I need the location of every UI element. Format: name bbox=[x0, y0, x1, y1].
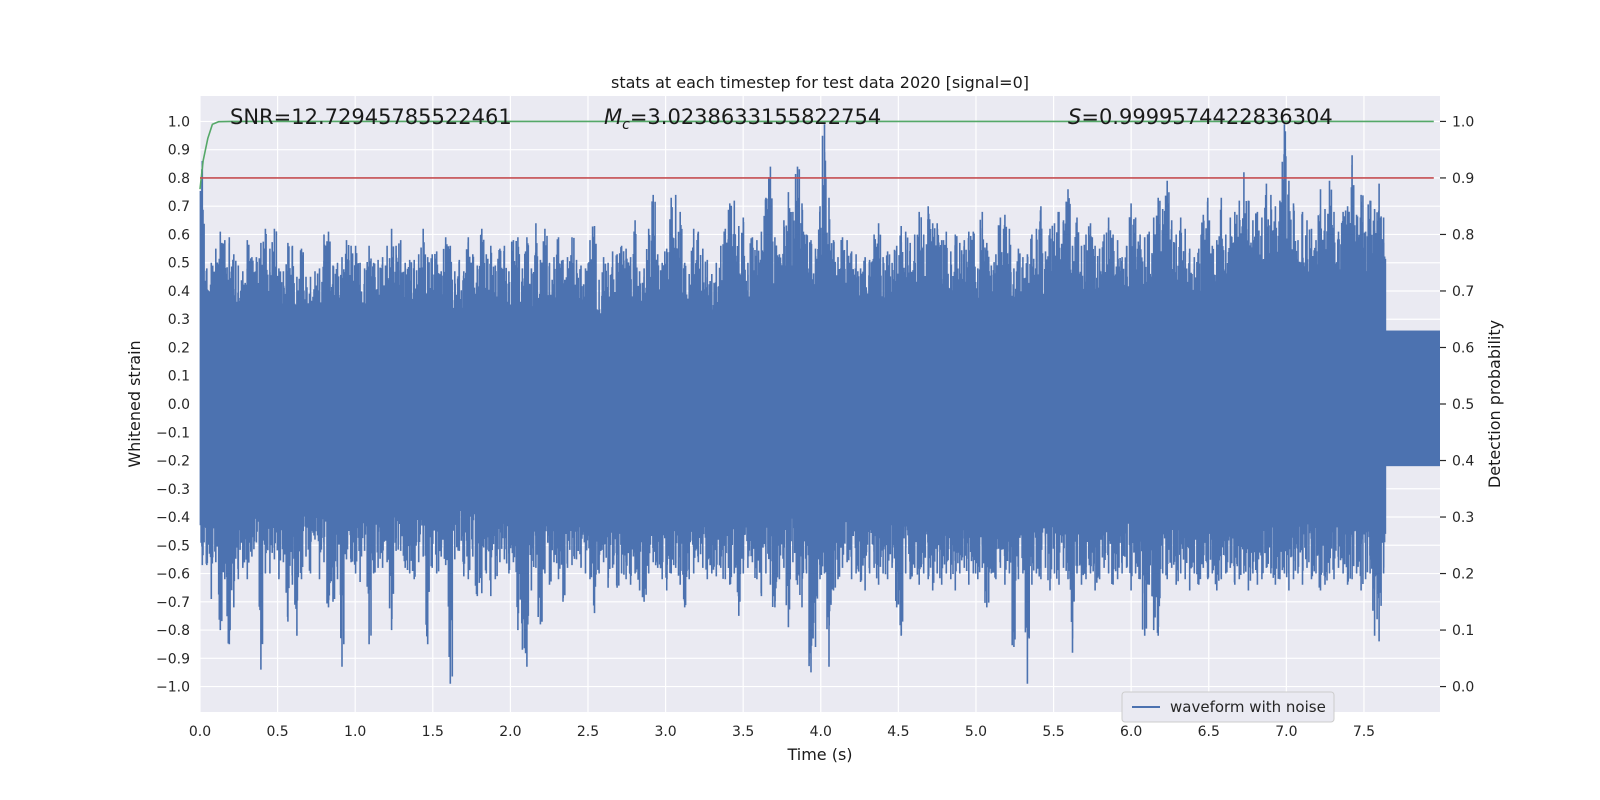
y-tick-label: −0.8 bbox=[156, 623, 190, 639]
y-right-tick-label: 0.9 bbox=[1452, 171, 1474, 187]
y-right-tick-label: 0.7 bbox=[1452, 284, 1474, 300]
x-tick-label: 5.5 bbox=[1042, 724, 1064, 740]
mc-symbol: M bbox=[604, 105, 622, 129]
mc-subscript: c bbox=[622, 117, 630, 133]
y-tick-label: 0.8 bbox=[168, 171, 190, 187]
x-tick-label: 5.0 bbox=[965, 724, 987, 740]
y-right-tick-label: 0.2 bbox=[1452, 567, 1474, 583]
x-tick-label: 1.5 bbox=[422, 724, 444, 740]
detection-probability-line bbox=[199, 120, 1434, 190]
x-tick-label: 1.0 bbox=[344, 724, 366, 740]
x-tick-label: 0.0 bbox=[189, 724, 211, 740]
x-tick-label: 2.0 bbox=[499, 724, 521, 740]
y-tick-label: −0.1 bbox=[156, 425, 190, 441]
s-annotation: S=0.9999574422836304 bbox=[1068, 105, 1333, 129]
y-tick-label: −0.4 bbox=[156, 510, 190, 526]
y-tick-label: 0.1 bbox=[168, 369, 190, 385]
x-tick-label: 4.5 bbox=[887, 724, 909, 740]
x-tick-label: 2.5 bbox=[577, 724, 599, 740]
y-tick-label: 0.2 bbox=[168, 340, 190, 356]
y-tick-label: 0.0 bbox=[168, 397, 190, 413]
x-tick-label: 3.5 bbox=[732, 724, 754, 740]
y-right-tick-label: 0.6 bbox=[1452, 340, 1474, 356]
x-tick-label: 7.5 bbox=[1353, 724, 1375, 740]
legend: waveform with noise bbox=[1121, 691, 1335, 723]
x-tick-label: 3.0 bbox=[654, 724, 676, 740]
y-right-tick-label: 0.3 bbox=[1452, 510, 1474, 526]
y-tick-label: −0.3 bbox=[156, 482, 190, 498]
y-right-tick-label: 0.8 bbox=[1452, 227, 1474, 243]
y-right-tick-label: 0.5 bbox=[1452, 397, 1474, 413]
mc-value: =3.0238633155822754 bbox=[630, 105, 881, 129]
y-tick-label: 0.7 bbox=[168, 199, 190, 215]
s-value: =0.9999574422836304 bbox=[1081, 105, 1332, 129]
x-tick-label: 7.0 bbox=[1275, 724, 1297, 740]
y-tick-label: −1.0 bbox=[156, 680, 190, 696]
x-axis-ticks: 0.0 0.5 1.0 1.5 2.0 2.5 3.0 3.5 4.0 4.5 5.0 5.5 6.0 6… bbox=[189, 724, 1375, 740]
y-right-tick-label: 0.4 bbox=[1452, 454, 1474, 470]
y-axis-label: Whitened strain bbox=[125, 340, 144, 467]
y-tick-label: 0.5 bbox=[168, 256, 190, 272]
s-symbol: S bbox=[1068, 105, 1081, 129]
y-axis-right-ticks: 0.0 0.1 0.2 0.3 0.4 0.5 0.6 0.7 0.8 0.9 1.0 bbox=[1440, 114, 1474, 696]
x-tick-label: 6.0 bbox=[1120, 724, 1142, 740]
y-tick-label: 0.4 bbox=[168, 284, 190, 300]
x-tick-label: 6.5 bbox=[1198, 724, 1220, 740]
y-tick-label: 0.3 bbox=[168, 312, 190, 328]
y-tick-label: 0.9 bbox=[168, 143, 190, 159]
chart-title: stats at each timestep for test data 202… bbox=[611, 73, 1029, 92]
y-axis-right-label: Detection probability bbox=[1485, 320, 1504, 488]
legend-label: waveform with noise bbox=[1170, 698, 1326, 716]
y-axis-left-ticks: −1.0 −0.9 −0.8 −0.7 −0.6 −0.5 −0.4 −0.3 −0.2 −0.1… bbox=[156, 114, 190, 695]
x-axis-label: Time (s) bbox=[786, 745, 852, 764]
probability-lines bbox=[199, 120, 1434, 190]
y-tick-label: −0.5 bbox=[156, 538, 190, 554]
mc-annotation: Mc=3.0238633155822754 bbox=[604, 105, 881, 133]
y-tick-label: 1.0 bbox=[168, 114, 190, 130]
y-tick-label: −0.7 bbox=[156, 595, 190, 611]
x-tick-label: 0.5 bbox=[266, 724, 288, 740]
y-right-tick-label: 0.1 bbox=[1452, 623, 1474, 639]
x-tick-label: 4.0 bbox=[810, 724, 832, 740]
y-tick-label: −0.2 bbox=[156, 454, 190, 470]
legend-box bbox=[1121, 691, 1335, 723]
waveform-with-noise-series bbox=[199, 124, 1440, 684]
y-tick-label: −0.9 bbox=[156, 651, 190, 667]
y-right-tick-label: 0.0 bbox=[1452, 680, 1474, 696]
y-right-tick-label: 1.0 bbox=[1452, 114, 1474, 130]
y-tick-label: 0.6 bbox=[168, 227, 190, 243]
snr-annotation: SNR=12.72945785522461 bbox=[230, 105, 512, 129]
y-tick-label: −0.6 bbox=[156, 567, 190, 583]
waveform-trace bbox=[199, 124, 1387, 684]
